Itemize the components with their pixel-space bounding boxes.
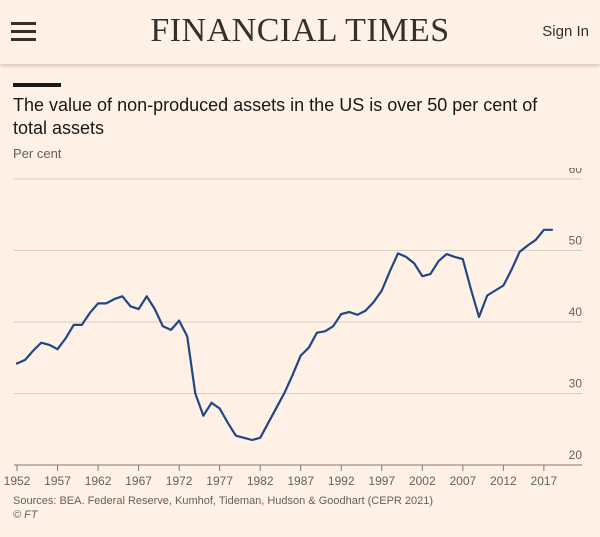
- sign-in-link[interactable]: Sign In: [542, 23, 589, 40]
- x-tick-label-2002: 2002: [409, 474, 436, 488]
- x-tick-label-1997: 1997: [368, 474, 395, 488]
- y-tick-label-20: 20: [569, 448, 583, 462]
- y-axis-label: Per cent: [13, 146, 62, 161]
- x-tick-label-1952: 1952: [4, 474, 31, 488]
- x-tick-label-1962: 1962: [85, 474, 112, 488]
- source-note: Sources: BEA. Federal Reserve, Kumhof, T…: [13, 495, 434, 507]
- x-tick-label-2007: 2007: [449, 474, 476, 488]
- x-tick-label-2012: 2012: [490, 474, 517, 488]
- series-layer: [15, 228, 554, 442]
- title-rule: [13, 83, 61, 87]
- axis-layer: 60 50 40 30 20 1952 1957 1962 1967 1972 1977 1982 19…: [4, 168, 583, 488]
- x-tick-label-1972: 1972: [166, 474, 193, 488]
- y-tick-label-40: 40: [569, 305, 583, 319]
- grid-layer: [14, 178, 582, 466]
- masthead-logo[interactable]: FINANCIAL TIMES: [150, 12, 450, 49]
- x-tick-label-1987: 1987: [287, 474, 314, 488]
- x-tick-label-1967: 1967: [125, 474, 152, 488]
- series-line-0: [15, 228, 554, 442]
- hamburger-menu-icon[interactable]: [11, 22, 36, 42]
- x-tick-label-1977: 1977: [206, 474, 233, 488]
- site-header: FINANCIAL TIMES Sign In: [0, 0, 600, 64]
- x-tick-label-2017: 2017: [531, 474, 558, 488]
- x-tick-label-1992: 1992: [328, 474, 355, 488]
- copyright: © FT: [13, 509, 38, 521]
- y-tick-label-60: 60: [569, 168, 583, 176]
- y-tick-label-30: 30: [569, 377, 583, 391]
- line-chart: 60 50 40 30 20 1952 1957 1962 1967 1972 1977 1982 19…: [4, 168, 583, 488]
- x-tick-label-1982: 1982: [247, 474, 274, 488]
- x-tick-label-1957: 1957: [44, 474, 71, 488]
- chart-title: The value of non-produced assets in the …: [13, 95, 538, 138]
- y-tick-label-50: 50: [569, 234, 583, 248]
